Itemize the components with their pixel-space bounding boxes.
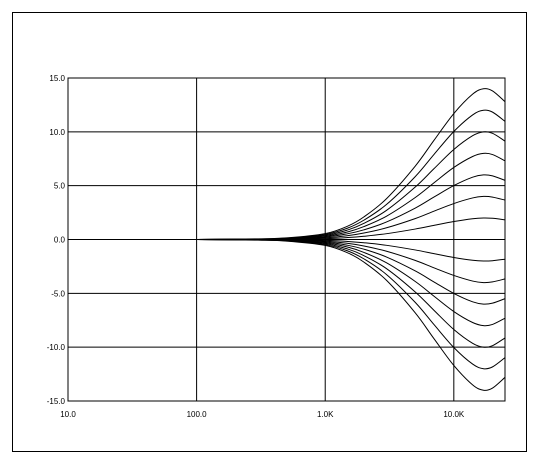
series-line: [67, 238, 506, 284]
y-tick-label: -15.0: [47, 397, 66, 406]
y-tick-label: 0.0: [54, 236, 66, 245]
series-line: [67, 88, 506, 241]
x-tick-label: 100.0: [187, 410, 208, 419]
series-line: [67, 217, 506, 241]
x-tick-label: 10.0: [60, 410, 76, 419]
series-line: [67, 238, 506, 391]
y-tick-labels: 15.0 10.0 5.0 0.0 -5.0 -10.0 -15.0: [47, 74, 66, 406]
y-tick-label: 5.0: [54, 182, 66, 191]
plot-border: [67, 77, 506, 402]
y-tick-label: -10.0: [47, 343, 66, 352]
series-line: [67, 109, 506, 241]
series-line: [67, 238, 506, 305]
y-tick-label: 15.0: [49, 74, 65, 83]
series-line: [67, 195, 506, 241]
curves: [67, 88, 506, 391]
chart-frame: [12, 12, 527, 452]
series-line: [67, 152, 506, 241]
y-tick-label: 10.0: [49, 128, 65, 137]
x-tick-label: 10.0K: [443, 410, 465, 419]
series-line: [67, 238, 506, 262]
series-line: [67, 174, 506, 241]
x-tick-labels: 10.0 100.0 1.0K 10.0K: [60, 410, 465, 419]
y-tick-label: -5.0: [51, 289, 65, 298]
series-line: [67, 238, 506, 327]
series-line: [67, 238, 506, 370]
x-tick-label: 1.0K: [317, 410, 334, 419]
